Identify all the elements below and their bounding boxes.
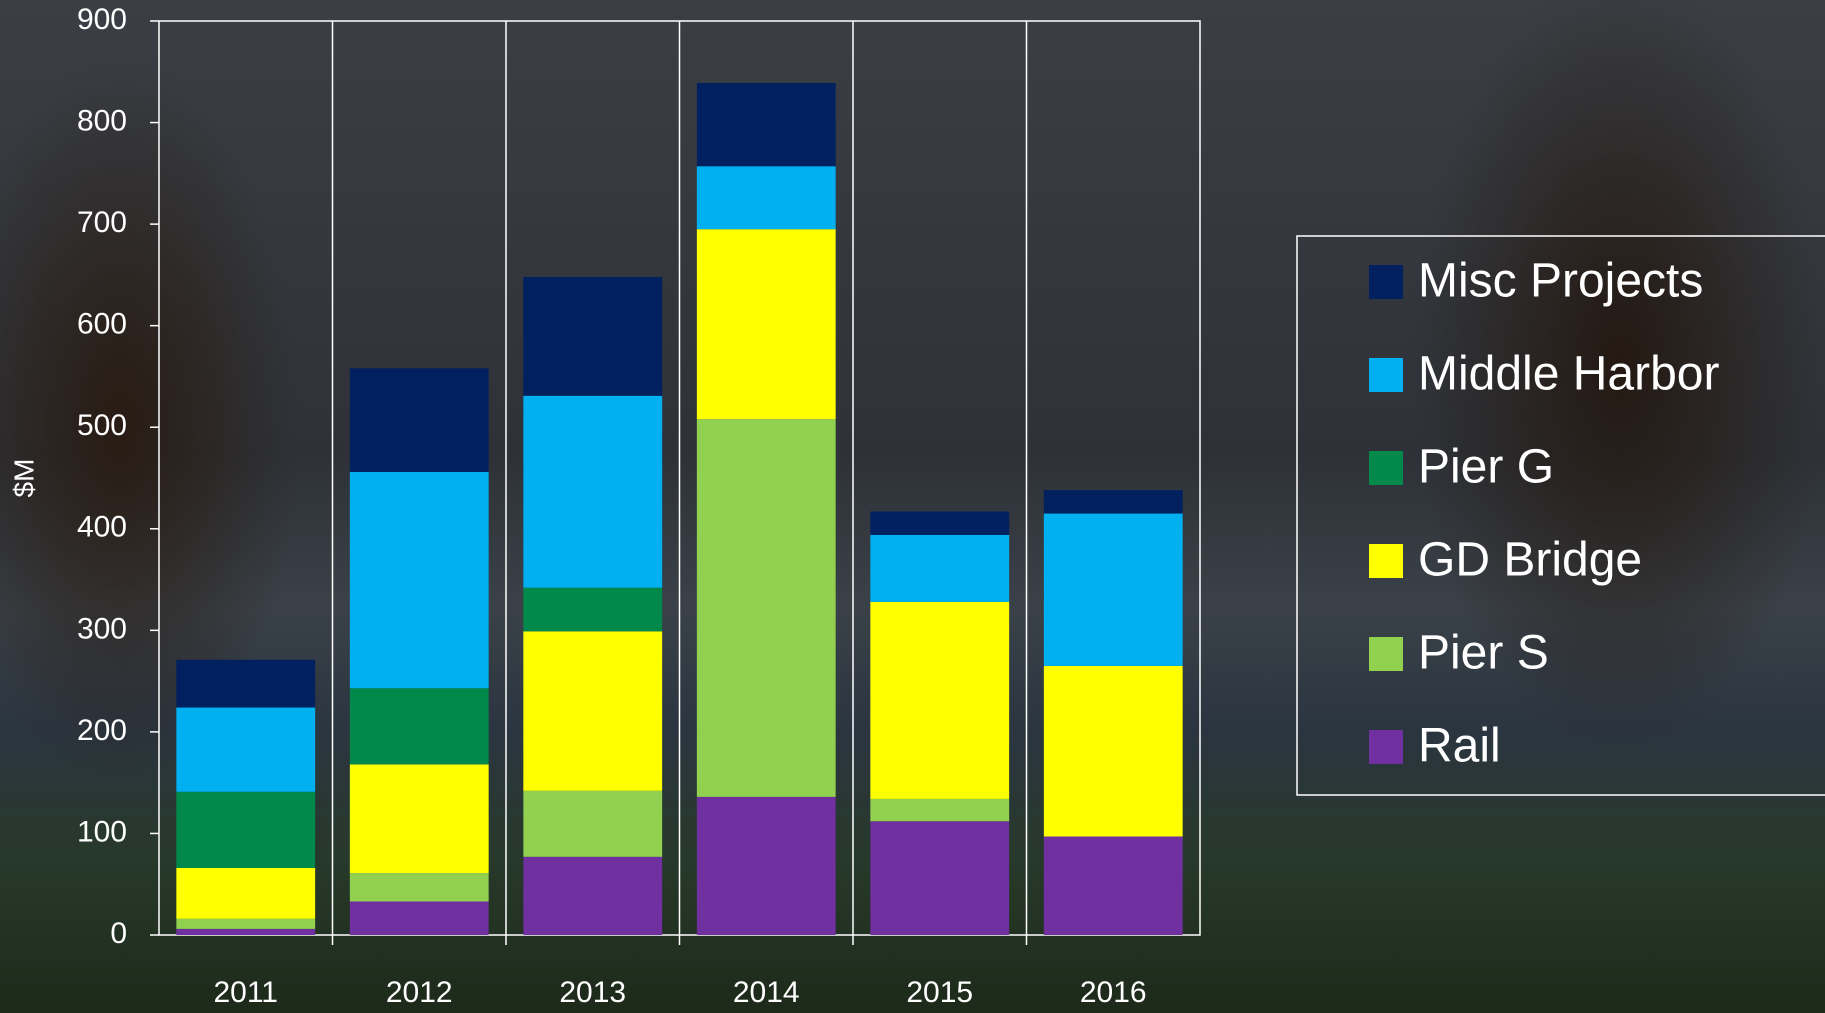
y-tick-label: 400: [77, 511, 127, 544]
y-tick-label: 900: [77, 3, 127, 36]
bar-segment: [350, 873, 489, 901]
legend-label: GD Bridge: [1418, 534, 1642, 587]
legend-label: Middle Harbor: [1418, 348, 1719, 401]
x-tick-label: 2011: [213, 976, 278, 1009]
bar-segment: [870, 799, 1009, 821]
legend-swatch: [1369, 451, 1403, 485]
bar-segment: [1044, 666, 1183, 837]
bar-segment: [523, 791, 662, 857]
bar-segment: [523, 396, 662, 588]
y-tick-label: 100: [77, 815, 127, 848]
bar-segment: [697, 229, 836, 419]
legend-swatch: [1369, 544, 1403, 578]
bar-segment: [1044, 490, 1183, 513]
y-tick-label: 800: [77, 104, 127, 137]
x-tick-label: 2015: [906, 976, 973, 1009]
chart: $M 0 100 200 300 400 500 600 700 800 900 2011 2012 2…: [0, 0, 1825, 1013]
y-axis-label: $M: [8, 459, 39, 498]
bar-segment: [1044, 514, 1183, 666]
bar-segment: [523, 588, 662, 632]
bar-segment: [350, 688, 489, 764]
bar-segment: [350, 472, 489, 688]
y-tick-label: 500: [77, 409, 127, 442]
bar-segment: [350, 901, 489, 935]
legend-label: Misc Projects: [1418, 255, 1703, 308]
x-tick-label: 2012: [386, 976, 453, 1009]
bar-segment: [176, 919, 315, 929]
legend-swatch: [1369, 730, 1403, 764]
x-tick-label: 2013: [559, 976, 626, 1009]
legend-label: Pier S: [1418, 627, 1549, 680]
x-tick-label: 2016: [1080, 976, 1147, 1009]
bar-segment: [176, 868, 315, 919]
bar-segment: [176, 792, 315, 868]
bar-segment: [523, 857, 662, 935]
bar-segment: [176, 708, 315, 792]
bar-segment: [697, 166, 836, 229]
y-tick-label: 300: [77, 612, 127, 645]
legend-swatch: [1369, 265, 1403, 299]
bar-segment: [350, 368, 489, 472]
bar-segment: [350, 764, 489, 873]
bar-segment: [870, 512, 1009, 535]
bar-segment: [523, 631, 662, 790]
y-tick-label: 600: [77, 308, 127, 341]
bar-segment: [697, 83, 836, 166]
legend-box: [1297, 236, 1825, 795]
legend-swatch: [1369, 358, 1403, 392]
x-tick-label: 2014: [733, 976, 800, 1009]
legend-label: Rail: [1418, 720, 1501, 773]
bar-segment: [870, 821, 1009, 935]
bar-segment: [176, 929, 315, 935]
bar-segment: [870, 535, 1009, 602]
y-tick-label: 200: [77, 714, 127, 747]
bar-segment: [1044, 836, 1183, 935]
bar-segment: [523, 277, 662, 396]
legend-swatch: [1369, 637, 1403, 671]
bar-segment: [176, 660, 315, 708]
y-tick-label: 700: [77, 206, 127, 239]
legend-label: Pier G: [1418, 441, 1554, 494]
y-tick-label: 0: [110, 917, 127, 950]
bar-segment: [697, 797, 836, 935]
bar-segment: [697, 419, 836, 797]
bar-segment: [870, 602, 1009, 799]
